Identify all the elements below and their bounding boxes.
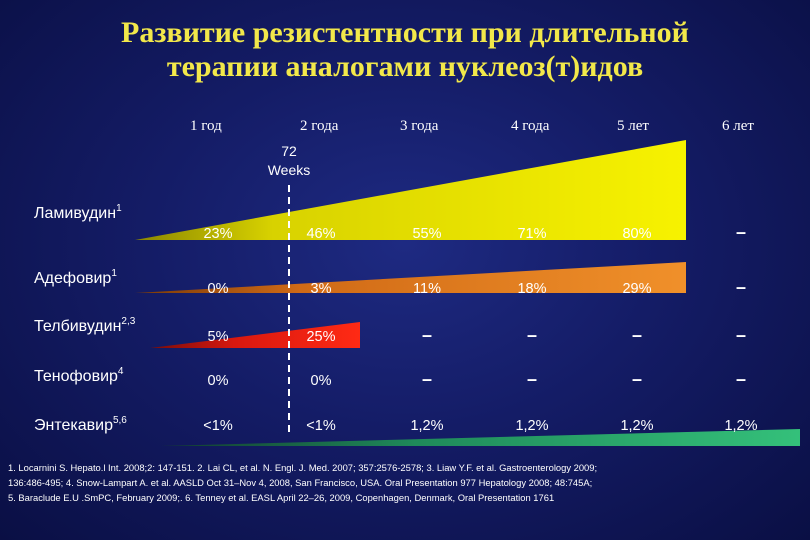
marker-label-weeks: Weeks	[268, 162, 311, 178]
value-lamivudine-col5: 80%	[622, 226, 651, 242]
drug-label-tenofovir: Тенофовир4	[34, 366, 124, 385]
value-telbivudine-col6: –	[736, 325, 746, 345]
value-adefovir-col6: –	[736, 277, 746, 297]
entecavir-wedge	[160, 429, 800, 446]
value-entecavir-col6: 1,2%	[724, 418, 757, 434]
chart-title-line1: Развитие резистентности при длительной	[121, 16, 689, 49]
drug-name-telbivudine: Телбивудин	[34, 318, 121, 335]
drug-reference-tenofovir: 4	[118, 366, 124, 377]
drug-name-entecavir: Энтекавир	[34, 417, 113, 434]
footnote-line1: 1. Locarnini S. Hepato.l Int. 2008;2: 14…	[8, 462, 598, 473]
value-entecavir-col4: 1,2%	[515, 418, 548, 434]
lamivudine-wedge	[135, 140, 686, 240]
value-lamivudine-col6: –	[736, 222, 746, 242]
drug-name-adefovir: Адефовир	[34, 270, 111, 287]
column-header-4: 4 года	[511, 118, 550, 134]
value-tenofovir-col5: –	[632, 369, 642, 389]
value-lamivudine-col4: 71%	[517, 226, 546, 242]
value-tenofovir-col3: –	[422, 369, 432, 389]
value-entecavir-col1: <1%	[203, 418, 233, 434]
value-telbivudine-col4: –	[527, 325, 537, 345]
value-entecavir-col5: 1,2%	[620, 418, 653, 434]
value-lamivudine-col3: 55%	[412, 226, 441, 242]
footnote-line2: 136:486-495; 4. Snow-Lampart A. et al. A…	[8, 477, 593, 488]
drug-label-telbivudine: Телбивудин2,3	[34, 316, 136, 335]
value-telbivudine-col1: 5%	[208, 329, 229, 345]
value-telbivudine-col5: –	[632, 325, 642, 345]
value-lamivudine-col1: 23%	[203, 226, 232, 242]
references-footnote: 1. Locarnini S. Hepato.l Int. 2008;2: 14…	[8, 460, 803, 505]
column-header-2: 2 года	[300, 118, 339, 134]
value-adefovir-col2: 3%	[311, 281, 332, 297]
value-telbivudine-col2: 25%	[306, 329, 335, 345]
value-tenofovir-col4: –	[527, 369, 537, 389]
value-entecavir-col3: 1,2%	[410, 418, 443, 434]
value-lamivudine-col2: 46%	[306, 226, 335, 242]
column-header-5: 5 лет	[617, 118, 649, 134]
telbivudine-wedge	[150, 322, 360, 348]
footnote-line3: 5. Baraclude E.U .SmPC, February 2009;. …	[8, 492, 555, 503]
drug-reference-lamivudine: 1	[116, 203, 122, 214]
adefovir-wedge	[135, 262, 686, 293]
drug-reference-entecavir: 5,6	[113, 415, 127, 426]
column-header-3: 3 года	[400, 118, 439, 134]
drug-label-lamivudine: Ламивудин1	[34, 203, 122, 222]
value-telbivudine-col3: –	[422, 325, 432, 345]
value-adefovir-col4: 18%	[517, 281, 546, 297]
chart-title: Развитие резистентности при длительной т…	[0, 16, 810, 84]
drug-name-lamivudine: Ламивудин	[34, 205, 116, 222]
value-tenofovir-col2: 0%	[311, 373, 332, 389]
value-adefovir-col5: 29%	[622, 281, 651, 297]
value-adefovir-col3: 11%	[413, 281, 441, 297]
value-adefovir-col1: 0%	[208, 281, 229, 297]
column-header-1: 1 год	[190, 118, 222, 134]
column-header-6: 6 лет	[722, 118, 754, 134]
drug-reference-telbivudine: 2,3	[121, 316, 135, 327]
drug-label-adefovir: Адефовир1	[34, 268, 117, 287]
drug-reference-adefovir: 1	[111, 268, 117, 279]
value-tenofovir-col6: –	[736, 369, 746, 389]
chart-title-line2: терапии аналогами нуклеоз(т)идов	[166, 50, 644, 83]
value-entecavir-col2: <1%	[306, 418, 336, 434]
drug-name-tenofovir: Тенофовир	[34, 368, 118, 385]
value-tenofovir-col1: 0%	[208, 373, 229, 389]
drug-label-entecavir: Энтекавир5,6	[34, 415, 127, 434]
marker-label-number: 72	[281, 143, 297, 159]
